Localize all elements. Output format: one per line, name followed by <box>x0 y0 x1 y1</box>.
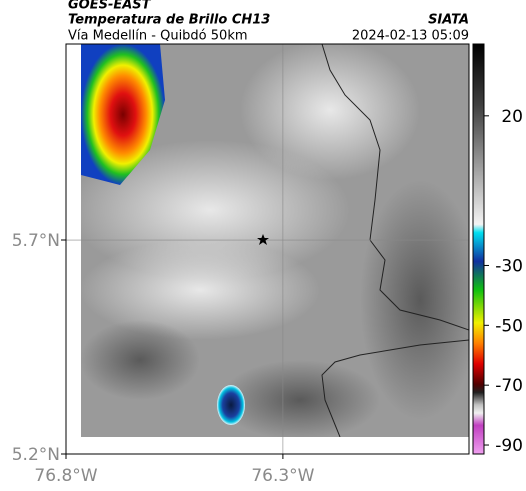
map-frame <box>65 43 470 455</box>
lat-tick-label: 5.7°N <box>12 231 60 251</box>
lon-tick-label: 76.3°W <box>251 466 314 486</box>
region: Vía Medellín - Quibdó 50km <box>68 29 248 44</box>
colorbar-tick-label: -30 <box>495 256 523 276</box>
timestamp: 2024-02-13 05:09 <box>352 29 469 44</box>
lat-tick-label: 5.2°N <box>12 445 60 465</box>
source: SIATA <box>428 13 469 28</box>
station-marker <box>257 234 269 245</box>
colorbar-tick-label: -70 <box>495 376 523 396</box>
colorbar <box>472 43 485 455</box>
product: Temperatura de Brillo CH13 <box>68 13 270 28</box>
colorbar-tick-label: 20 <box>501 107 523 127</box>
satellite: GOES-EAST <box>68 0 152 13</box>
colorbar-tick-label: -50 <box>495 316 523 336</box>
colorbar-tick-label: -90 <box>495 436 523 456</box>
lon-tick-label: 76.8°W <box>34 466 97 486</box>
